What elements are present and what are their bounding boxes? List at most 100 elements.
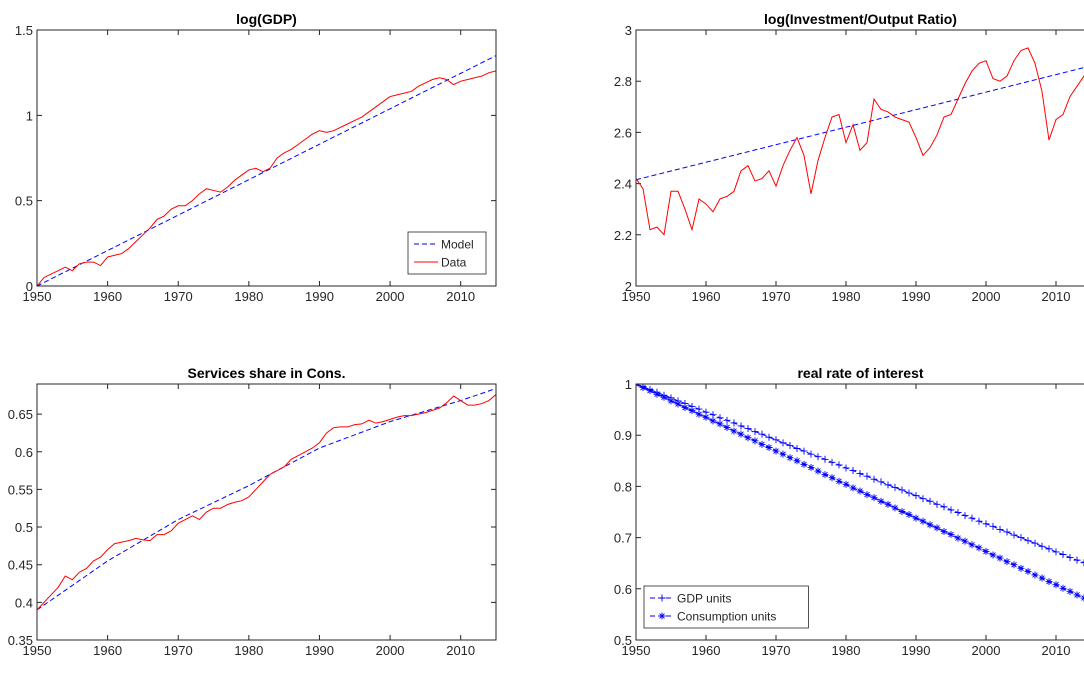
point-marker: [1031, 571, 1039, 579]
point-marker: [898, 507, 906, 515]
point-marker: [863, 472, 871, 480]
legend-label: GDP units: [677, 592, 731, 606]
x-tick-label: 2000: [376, 289, 405, 304]
point-marker: [954, 509, 962, 517]
point-marker: [982, 520, 990, 528]
legend-box: [407, 231, 487, 275]
point-marker: [1059, 584, 1067, 592]
point-marker: [989, 551, 997, 559]
point-marker: [898, 486, 906, 494]
x-tick-label: 2000: [972, 643, 1001, 658]
chart-title: log(GDP): [236, 11, 297, 27]
x-tick-label: 1980: [832, 643, 861, 658]
point-marker: [1052, 581, 1060, 589]
y-tick-label: 1: [26, 108, 33, 123]
point-marker: [870, 494, 878, 502]
point-marker: [856, 470, 864, 478]
point-marker: [709, 417, 717, 425]
point-marker: [975, 544, 983, 552]
legend: Model Data: [407, 231, 487, 275]
legend-marker: [658, 612, 666, 620]
point-marker: [1003, 558, 1011, 566]
point-marker: [842, 464, 850, 472]
point-marker: [688, 407, 696, 415]
point-marker: [758, 430, 766, 438]
y-tick-label: 0.9: [614, 428, 632, 443]
point-marker: [1024, 537, 1032, 545]
legend: GDP units Consumption units: [643, 585, 809, 629]
point-marker: [919, 517, 927, 525]
point-marker: [940, 503, 948, 511]
y-tick-label: 2.4: [614, 177, 632, 192]
point-marker: [793, 457, 801, 465]
point-marker: [744, 425, 752, 433]
point-marker: [821, 471, 829, 479]
point-marker: [1052, 548, 1060, 556]
point-marker: [793, 445, 801, 453]
x-tick-label: 2010: [1042, 643, 1071, 658]
legend-label: Data: [441, 256, 467, 270]
point-marker: [1031, 539, 1039, 547]
x-tick-label: 1960: [93, 643, 122, 658]
y-tick-label: 3: [625, 23, 632, 38]
x-tick-label: 1990: [902, 289, 931, 304]
x-tick-label: 1970: [762, 643, 791, 658]
axes-background: [37, 384, 496, 640]
series-line: [37, 70, 496, 286]
x-tick-label: 1950: [622, 643, 651, 658]
x-tick-label: 2010: [446, 289, 475, 304]
y-tick-label: 0.35: [8, 633, 33, 648]
point-marker: [821, 455, 829, 463]
legend-marker: [658, 594, 666, 602]
axes-box: [36, 29, 497, 287]
point-marker: [765, 433, 773, 441]
point-marker: [1045, 578, 1053, 586]
x-tick-label: 1980: [832, 289, 861, 304]
x-tick-label: 2010: [1042, 289, 1071, 304]
point-marker: [723, 424, 731, 432]
x-tick-label: 1990: [305, 289, 334, 304]
chart-title: real rate of interest: [797, 365, 923, 381]
point-marker: [1059, 550, 1067, 558]
point-marker: [947, 506, 955, 514]
y-tick-label: 0.55: [8, 482, 33, 497]
point-marker: [1010, 531, 1018, 539]
legend-label: Model: [441, 238, 474, 252]
point-marker: [737, 430, 745, 438]
y-tick-label: 0.8: [614, 479, 632, 494]
x-tick-label: 1960: [93, 289, 122, 304]
point-marker: [877, 478, 885, 486]
y-tick-label: 0.6: [614, 582, 632, 597]
point-marker: [730, 427, 738, 435]
x-tick-label: 1950: [622, 289, 651, 304]
point-marker: [681, 404, 689, 412]
x-tick-label: 2010: [446, 643, 475, 658]
axes: Services share in Cons. 1950 1960 1970 1980 1…: [8, 365, 497, 658]
point-marker: [905, 511, 913, 519]
point-marker: [954, 534, 962, 542]
x-tick-label: 1970: [164, 289, 193, 304]
y-tick-label: 2.6: [614, 125, 632, 140]
series-line: [37, 394, 496, 611]
point-marker: [933, 500, 941, 508]
point-marker: [1080, 559, 1084, 567]
series-line: [37, 55, 496, 286]
x-tick-label: 1970: [762, 289, 791, 304]
series-line: [37, 388, 496, 611]
y-tick-label: 0.6: [15, 445, 33, 460]
point-marker: [933, 524, 941, 532]
point-marker: [842, 480, 850, 488]
axes: log(Investment/Output Ratio) 1950 1960 1970…: [614, 11, 1084, 304]
y-tick-label: 0: [26, 279, 33, 294]
point-marker: [989, 522, 997, 530]
point-marker: [849, 467, 857, 475]
point-marker: [751, 428, 759, 436]
point-marker: [709, 411, 717, 419]
point-marker: [1024, 567, 1032, 575]
point-marker: [912, 514, 920, 522]
axes-background: [636, 30, 1084, 286]
y-tick-label: 1: [625, 377, 632, 392]
point-marker: [926, 521, 934, 529]
